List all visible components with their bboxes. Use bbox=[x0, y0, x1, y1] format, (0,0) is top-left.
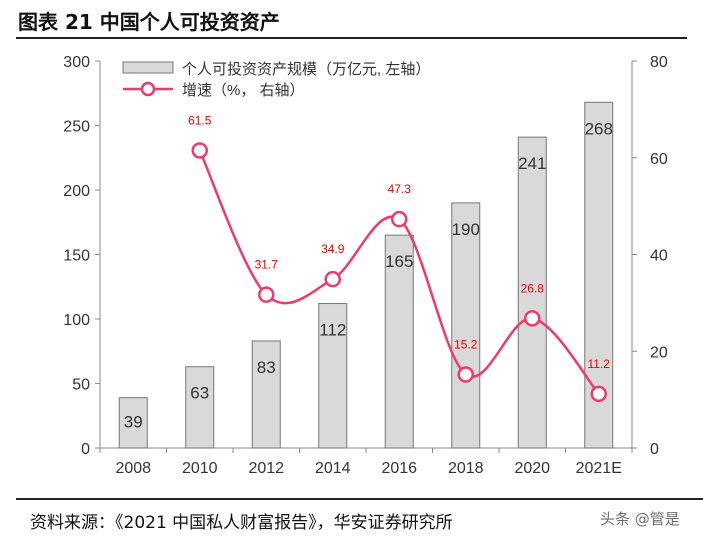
bar-value-label: 63 bbox=[190, 384, 209, 403]
x-tick-label: 2018 bbox=[448, 460, 484, 477]
right-tick-label: 20 bbox=[650, 344, 668, 361]
x-tick-label: 2021E bbox=[576, 460, 622, 477]
bar bbox=[384, 234, 414, 449]
bar-value-label: 112 bbox=[319, 321, 346, 340]
left-tick-label: 200 bbox=[63, 183, 90, 200]
left-tick-label: 150 bbox=[63, 248, 90, 265]
bar-value-label: 39 bbox=[124, 413, 143, 432]
growth-point bbox=[391, 210, 408, 228]
right-tick-label: 40 bbox=[650, 248, 668, 265]
bar bbox=[118, 397, 148, 449]
watermark: 头条 @管是 bbox=[600, 510, 680, 528]
x-tick-label: 2008 bbox=[115, 460, 151, 477]
growth-point bbox=[191, 142, 208, 159]
left-tick-label: 50 bbox=[72, 377, 90, 394]
bar bbox=[251, 340, 281, 449]
bar-value-label: 165 bbox=[385, 252, 413, 271]
x-tick-label: 2014 bbox=[315, 460, 351, 477]
growth-value-label: 61.5 bbox=[188, 113, 212, 127]
bar bbox=[185, 366, 215, 449]
growth-value-label: 11.2 bbox=[588, 357, 611, 371]
x-tick-label: 2010 bbox=[182, 460, 218, 477]
left-tick-label: 250 bbox=[63, 119, 90, 136]
right-tick-label: 0 bbox=[650, 441, 659, 458]
growth-value-label: 26.8 bbox=[521, 281, 545, 295]
right-tick-label: 60 bbox=[650, 151, 668, 168]
source-divider bbox=[16, 498, 703, 500]
legend-bar-label: 个人可投资资产规模（万亿元, 左轴） bbox=[182, 61, 430, 78]
growth-value-label: 31.7 bbox=[255, 258, 279, 272]
left-tick-label: 300 bbox=[63, 54, 90, 71]
x-tick-label: 2020 bbox=[514, 460, 550, 477]
x-tick-label: 2012 bbox=[248, 460, 284, 477]
bar bbox=[451, 202, 481, 449]
left-tick-label: 100 bbox=[63, 312, 90, 329]
growth-point bbox=[324, 270, 341, 288]
chart-title: 图表 21 中国个人可投资资产 bbox=[18, 10, 280, 34]
bar bbox=[318, 303, 348, 449]
legend-line-marker bbox=[140, 81, 156, 97]
growth-point bbox=[258, 286, 275, 303]
bar-value-label: 190 bbox=[452, 220, 480, 239]
x-tick-label: 2016 bbox=[381, 460, 417, 477]
legend-line-label: 增速（%， 右轴） bbox=[182, 82, 305, 99]
left-tick-label: 0 bbox=[81, 441, 90, 458]
growth-point bbox=[524, 310, 541, 327]
bar-value-label: 241 bbox=[518, 154, 546, 173]
legend-bar-swatch bbox=[122, 61, 174, 74]
source-note: 资料来源：《2021 中国私人财富报告》，华安证券研究所 bbox=[30, 513, 453, 533]
growth-value-label: 47.3 bbox=[388, 182, 412, 196]
title-divider bbox=[16, 37, 687, 39]
bar-value-label: 268 bbox=[585, 119, 613, 138]
growth-point bbox=[457, 366, 474, 383]
growth-value-label: 34.9 bbox=[321, 242, 345, 256]
growth-point bbox=[590, 385, 607, 403]
growth-value-label: 15.2 bbox=[454, 337, 478, 351]
right-tick-label: 80 bbox=[650, 54, 668, 71]
bar bbox=[517, 136, 547, 449]
bar-value-label: 83 bbox=[257, 358, 276, 377]
